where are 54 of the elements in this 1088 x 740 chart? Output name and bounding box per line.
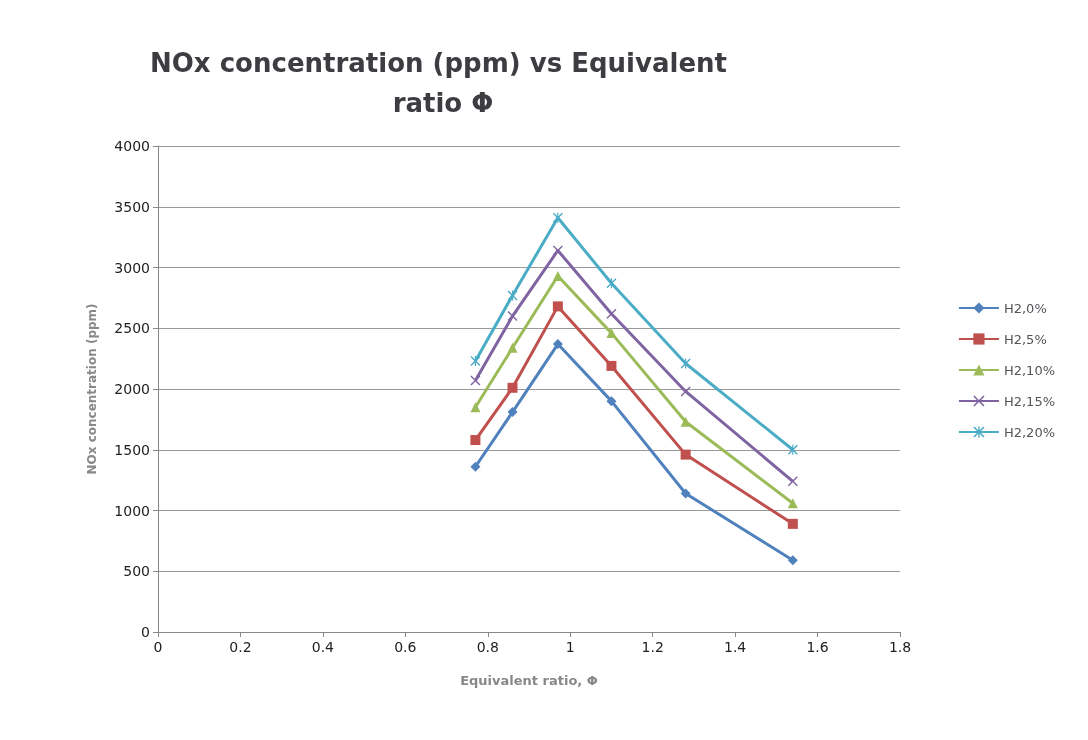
point [787, 518, 798, 529]
point [680, 386, 691, 397]
point [507, 407, 518, 418]
legend-label: H2,0% [1003, 300, 1047, 316]
point [606, 308, 617, 319]
y-tick-label: 3000 [114, 259, 150, 276]
y-tick-label: 1000 [114, 502, 150, 519]
point [680, 488, 691, 499]
point [470, 461, 481, 472]
chart-title: NOx concentration (ppm) vs Equivalent ratio Φ [149, 48, 737, 118]
x-tick-label: 1 [565, 639, 575, 655]
point [606, 328, 617, 339]
y-axis-title: NOx concentration (ppm) [85, 303, 99, 475]
point [507, 342, 518, 353]
point [606, 360, 617, 371]
y-tick-label: 1500 [114, 441, 150, 458]
point [787, 476, 798, 487]
y-tick-label: 0 [141, 624, 150, 640]
y-tick-label: 2500 [114, 320, 150, 337]
legend-label: H2,15% [1003, 393, 1055, 409]
point [507, 382, 518, 393]
point [552, 301, 563, 312]
x-axis-title: Equivalent ratio, Φ [460, 673, 598, 688]
point [606, 396, 617, 407]
point [470, 375, 481, 386]
point [507, 290, 518, 301]
x-tick-label: 1.8 [888, 639, 912, 655]
legend-label: H2,5% [1003, 331, 1047, 347]
point [680, 449, 691, 460]
point [552, 271, 563, 282]
point [787, 555, 798, 566]
point [787, 498, 798, 509]
point [680, 416, 691, 427]
y-tick-label: 4000 [114, 138, 150, 154]
point [552, 339, 563, 350]
point [507, 311, 518, 322]
x-tick-label: 1.2 [641, 639, 664, 655]
legend-label: H2,20% [1003, 424, 1055, 440]
point [470, 356, 481, 367]
legend-label: H2,10% [1003, 362, 1055, 378]
x-tick-label: 0.8 [476, 639, 499, 655]
point [470, 402, 481, 413]
y-tick-label: 2000 [114, 381, 150, 397]
point [552, 245, 563, 256]
x-tick-label: 0.4 [311, 639, 335, 655]
x-tick-label: 1.6 [806, 639, 829, 655]
y-tick-label: 3500 [114, 198, 150, 215]
x-tick-label: 1.4 [723, 639, 747, 655]
x-tick-label: 0 [153, 639, 163, 655]
x-tick-label: 0.2 [229, 639, 252, 655]
x-tick-label: 0.6 [394, 639, 417, 655]
point [470, 435, 481, 446]
y-tick-label: 500 [123, 563, 150, 580]
point [606, 278, 617, 289]
